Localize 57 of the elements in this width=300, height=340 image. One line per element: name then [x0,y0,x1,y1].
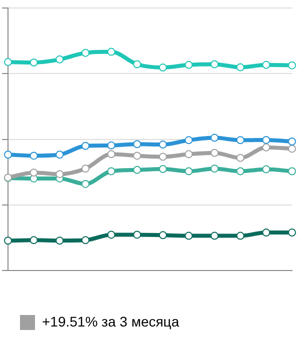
point [81,164,90,173]
point [210,164,219,173]
point [262,228,270,237]
point [236,167,244,176]
point [210,60,219,68]
point [30,58,38,66]
point [158,152,167,161]
point [184,232,193,240]
point [288,137,296,146]
point [30,236,38,244]
point [107,150,116,158]
point [4,150,12,159]
point [210,134,219,142]
legend-label: +19.51% за 3 месяца [42,313,180,330]
point [262,60,270,69]
point [133,152,142,160]
point [262,165,270,174]
point [133,140,142,148]
point [158,231,167,240]
point [288,167,296,176]
point [30,168,38,177]
point [262,136,270,144]
point [236,136,244,144]
point [184,136,193,144]
point [158,140,167,149]
point [107,230,116,239]
point [81,142,90,150]
point [288,228,296,237]
point [184,150,193,158]
point [184,60,193,69]
point [288,61,296,70]
point [236,63,244,72]
point [184,167,193,176]
point [4,58,12,66]
point [133,230,142,239]
point [133,166,142,174]
point [56,55,64,64]
point [4,236,12,245]
point [210,148,219,157]
point [107,167,116,176]
point [236,154,244,162]
point [158,165,167,174]
point [262,143,270,152]
point [158,64,167,72]
point [288,144,296,153]
point [81,48,90,57]
point [30,152,38,160]
point [56,236,64,245]
point [210,232,219,240]
point [133,60,142,68]
point [107,141,116,150]
point [81,236,90,244]
point [107,48,116,56]
point [81,180,90,188]
point [56,150,64,159]
point [56,170,64,178]
point [236,232,244,240]
